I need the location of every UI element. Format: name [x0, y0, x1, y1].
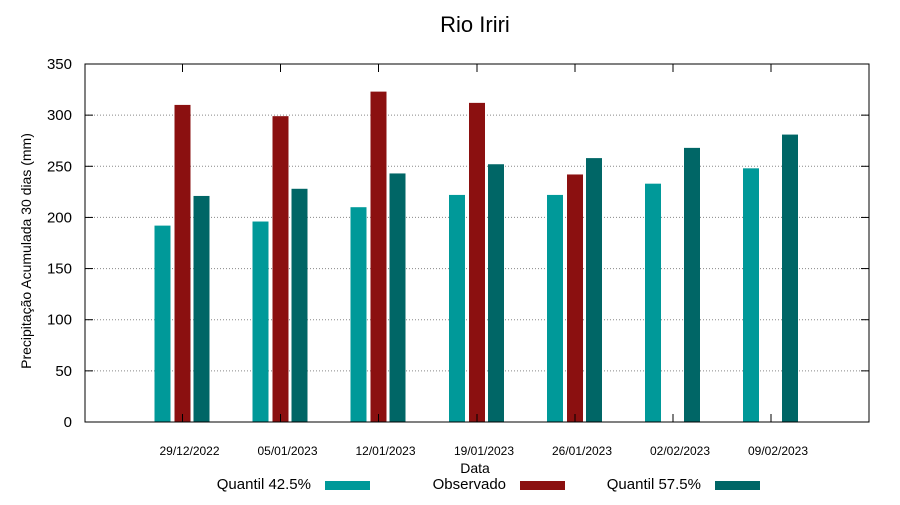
bar-quantil-57-5-6: [782, 134, 798, 422]
x-tick-label: 19/01/2023: [454, 444, 514, 458]
y-tick-label: 150: [47, 261, 72, 278]
x-tick-label: 02/02/2023: [650, 444, 710, 458]
bar-quantil-57-5-2: [389, 173, 406, 422]
bar-observado-1: [272, 116, 289, 422]
bar-observado-4: [567, 174, 583, 422]
legend-swatch: [715, 481, 760, 490]
bar-quantil-42-5-6: [743, 168, 759, 422]
bar-quantil-42-5-2: [350, 207, 367, 422]
x-axis-ticks: 29/12/2022 05/01/2023 12/01/2023 19/01/2023…: [159, 64, 808, 458]
bar-observado-2: [370, 91, 387, 423]
x-tick-label: 12/01/2023: [355, 444, 415, 458]
legend-label: Observado: [433, 476, 506, 493]
y-tick-label: 100: [47, 312, 72, 329]
legend-swatch: [325, 481, 370, 490]
y-tick-label: 300: [47, 107, 72, 124]
bar-observado-3: [469, 102, 485, 423]
y-tick-label: 0: [64, 414, 72, 431]
bar-quantil-42-5-3: [449, 194, 465, 422]
bar-quantil-57-5-4: [586, 158, 602, 423]
x-tick-label: 29/12/2022: [159, 444, 219, 458]
bar-quantil-57-5-5: [684, 147, 700, 423]
y-axis-label: Precipitação Acumulada 30 dias (mm): [18, 133, 34, 369]
legend-label: Quantil 42.5%: [217, 476, 311, 493]
legend-swatch: [520, 481, 565, 490]
x-tick-label: 26/01/2023: [552, 444, 612, 458]
bar-quantil-57-5-1: [291, 188, 308, 422]
bars: [154, 91, 798, 423]
y-tick-label: 200: [47, 209, 72, 226]
x-tick-label: 05/01/2023: [257, 444, 317, 458]
bar-quantil-57-5-3: [488, 164, 504, 423]
x-tick-label: 09/02/2023: [748, 444, 808, 458]
y-tick-label: 250: [47, 158, 72, 175]
x-axis-label: Data: [460, 460, 490, 476]
bar-quantil-42-5-4: [547, 194, 563, 422]
bar-quantil-42-5-1: [252, 221, 269, 422]
legend-label: Quantil 57.5%: [607, 476, 701, 493]
chart-title: Rio Iriri: [440, 12, 510, 37]
bar-quantil-57-5-0: [193, 195, 210, 422]
y-axis-ticks: 0 50 100 150 200 250 300 350: [47, 56, 869, 431]
legend: Quantil 42.5% Observado Quantil 57.5%: [217, 476, 760, 493]
y-tick-label: 350: [47, 56, 72, 73]
y-tick-label: 50: [55, 363, 72, 380]
bar-observado-0: [174, 104, 191, 423]
bar-quantil-42-5-0: [154, 225, 171, 422]
bar-quantil-42-5-5: [645, 183, 661, 422]
